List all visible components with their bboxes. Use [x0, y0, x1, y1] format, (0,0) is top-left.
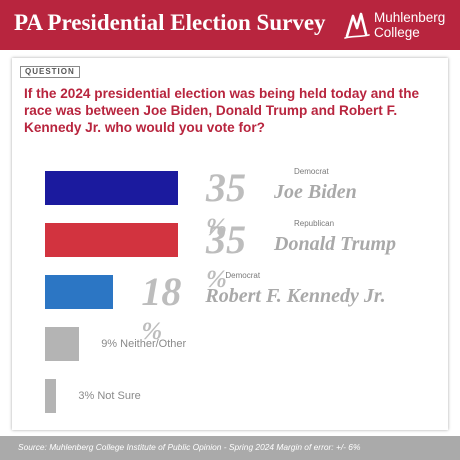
source-note: Source: Muhlenberg College Institute of … — [18, 442, 361, 452]
bar-value-number-2: 18 — [141, 269, 182, 314]
party-label-1: Republican — [294, 219, 335, 228]
candidate-name-0: Joe Biden — [274, 181, 357, 203]
bar-value-percent-1: % — [206, 266, 227, 293]
muhlenberg-logo: Muhlenberg College — [344, 8, 456, 42]
candidate-name-2: Robert F. Kennedy Jr. — [205, 285, 386, 307]
bar-value-label-2: 18% — [141, 272, 181, 352]
footer-bar: Source: Muhlenberg College Institute of … — [0, 436, 460, 460]
bar-label-3: 9% Neither/Other — [101, 338, 187, 350]
bar-4 — [45, 379, 57, 413]
logo-text-college: College — [374, 25, 420, 40]
bar-value-percent-0: % — [206, 214, 227, 241]
header-banner: PA Presidential Election Survey Muhlenbe… — [0, 0, 460, 50]
question-text: If the 2024 presidential election was be… — [24, 86, 420, 135]
bar-value-number-1: 35 — [206, 217, 246, 262]
party-label-0: Democrat — [294, 167, 329, 176]
bar-value-label-0: 35% — [206, 168, 246, 248]
bar-3 — [45, 327, 80, 361]
bar-label-4: 3% Not Sure — [78, 390, 141, 402]
bar-2 — [45, 275, 114, 309]
party-label-2: Democrat — [225, 271, 261, 280]
candidate-name-1: Donald Trump — [274, 233, 397, 255]
muhlenberg-m-logo-icon — [344, 12, 370, 39]
bar-1 — [45, 223, 178, 257]
bar-value-number-0: 35 — [206, 165, 246, 210]
bar-0 — [45, 171, 178, 205]
bar-value-percent-2: % — [141, 318, 163, 345]
page-title: PA Presidential Election Survey — [14, 10, 326, 35]
logo-text-muhlenberg: Muhlenberg — [374, 10, 446, 25]
question-badge: QUESTION — [20, 66, 80, 78]
bar-value-label-1: 35% — [206, 220, 246, 300]
